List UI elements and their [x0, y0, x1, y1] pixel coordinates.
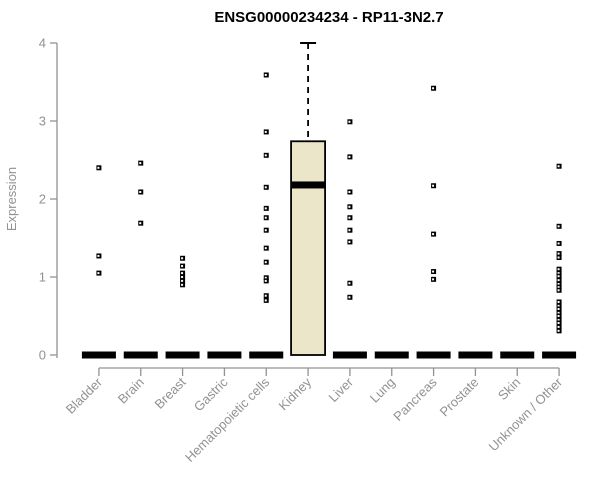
outlier-point-hole — [432, 270, 435, 273]
outlier-point-hole — [557, 242, 560, 245]
outlier-point-hole — [181, 283, 184, 286]
outlier-point-hole — [181, 276, 184, 278]
boxplot-box — [290, 140, 326, 356]
outlier-point-hole — [557, 307, 560, 310]
outlier-point-hole — [181, 279, 184, 282]
outlier-point-hole — [557, 286, 560, 289]
outlier-point-hole — [557, 318, 560, 321]
outlier-point-hole — [557, 289, 560, 292]
outlier-point-hole — [557, 256, 560, 259]
outlier-point-hole — [557, 329, 560, 332]
outlier-point-hole — [557, 315, 560, 317]
x-tick-label: Lung — [367, 375, 398, 406]
x-tick-label: Skin — [495, 375, 523, 403]
outlier-point-hole — [557, 272, 560, 275]
x-tick-label: Liver — [325, 374, 356, 405]
boxplot-median-line — [291, 181, 326, 189]
outlier-point-hole — [264, 247, 267, 250]
outlier-point-hole — [264, 229, 267, 232]
boxplot-zero-bar — [81, 351, 116, 359]
outlier-point-hole — [264, 279, 267, 282]
outlier-point-hole — [181, 257, 184, 260]
x-tick-label: Prostate — [437, 375, 482, 420]
outlier-point-hole — [557, 268, 560, 271]
outlier-point-hole — [139, 162, 142, 165]
outlier-point-hole — [97, 272, 100, 275]
outlier-point-hole — [432, 184, 435, 187]
outlier-point-hole — [139, 190, 142, 193]
outlier-point-hole — [348, 205, 351, 208]
y-tick-label: 3 — [39, 114, 46, 129]
outlier-point-hole — [264, 130, 267, 133]
outlier-point-hole — [557, 252, 560, 255]
boxplot-zero-bar — [416, 351, 451, 359]
boxplot-zero-bar — [249, 351, 284, 359]
outlier-point-hole — [181, 265, 184, 268]
outlier-point-hole — [557, 279, 560, 282]
boxplot-zero-bar — [207, 351, 242, 359]
boxplot-zero-bar — [374, 351, 409, 359]
outlier-point-hole — [557, 304, 560, 307]
outlier-point-hole — [264, 216, 267, 219]
outlier-point-hole — [264, 276, 267, 279]
outlier-point-hole — [432, 233, 435, 236]
outlier-point-hole — [557, 275, 560, 278]
boxplot-zero-bar — [332, 351, 367, 359]
y-tick-label: 4 — [39, 36, 46, 51]
outlier-point-hole — [348, 190, 351, 193]
boxplot-zero-bar — [123, 351, 158, 359]
outlier-point-hole — [348, 120, 351, 123]
boxplot-zero-bar — [500, 351, 535, 359]
outlier-point-hole — [432, 87, 435, 90]
outlier-point-hole — [557, 300, 560, 303]
x-tick-label: Bladder — [63, 374, 106, 417]
outlier-point-hole — [557, 165, 560, 168]
y-tick-label: 2 — [39, 192, 46, 207]
outlier-point-hole — [348, 216, 351, 219]
x-tick-label: Kidney — [275, 374, 314, 413]
x-tick-label: Pancreas — [390, 374, 440, 424]
outlier-point-hole — [264, 207, 267, 210]
y-axis-title: Expression — [4, 167, 19, 231]
outlier-point-hole — [348, 296, 351, 299]
outlier-point-hole — [264, 186, 267, 189]
outlier-point-hole — [264, 294, 267, 297]
outlier-point-hole — [348, 229, 351, 232]
outlier-point-hole — [557, 225, 560, 228]
outlier-point-hole — [348, 282, 351, 285]
outlier-point-hole — [557, 325, 560, 328]
boxplot-zero-bar — [165, 351, 200, 359]
outlier-point-hole — [557, 322, 560, 325]
outlier-point-hole — [181, 272, 184, 275]
outlier-point-hole — [97, 166, 100, 169]
outlier-point-hole — [348, 155, 351, 158]
boxplot-zero-bar — [458, 351, 493, 359]
x-tick-label: Brain — [115, 375, 147, 407]
outlier-point-hole — [557, 283, 560, 286]
outlier-point-hole — [432, 278, 435, 281]
boxplot-zero-bar — [542, 351, 577, 359]
outlier-point-hole — [557, 311, 560, 314]
outlier-point-hole — [264, 154, 267, 157]
x-tick-label: Breast — [152, 374, 189, 411]
y-tick-label: 1 — [39, 270, 46, 285]
outlier-point-hole — [264, 73, 267, 76]
x-tick-label: Unknown / Other — [486, 374, 566, 454]
outlier-point-hole — [139, 222, 142, 225]
outlier-point-hole — [97, 254, 100, 257]
y-tick-label: 0 — [39, 348, 46, 363]
outlier-point-hole — [264, 299, 267, 302]
x-tick-label: Gastric — [191, 374, 231, 414]
outlier-point-hole — [264, 261, 267, 264]
outlier-point-hole — [348, 240, 351, 243]
chart-title: ENSG00000234234 - RP11-3N2.7 — [214, 9, 443, 26]
